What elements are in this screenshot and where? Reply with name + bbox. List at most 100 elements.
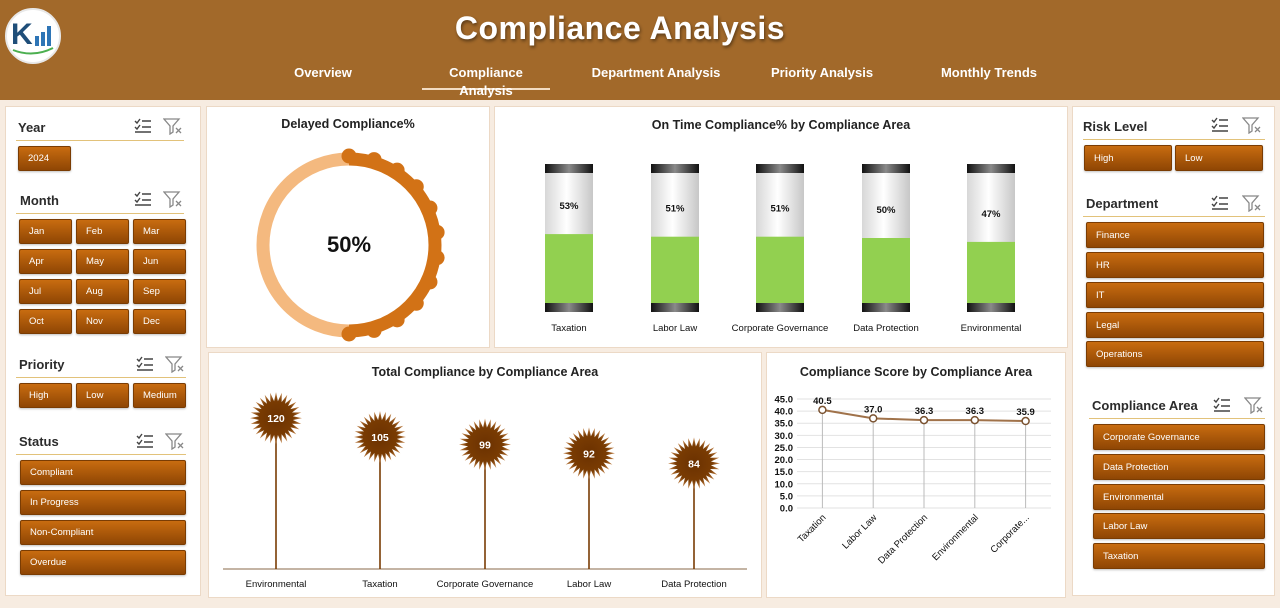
month-item-jun[interactable]: Jun <box>133 249 186 274</box>
priority-item-medium[interactable]: Medium <box>133 383 186 408</box>
clear-filter-icon[interactable] <box>163 117 183 135</box>
line-point <box>818 405 827 415</box>
on-time-category-label: Environmental <box>961 323 1022 334</box>
priority-divider <box>16 377 186 378</box>
on-time-data-label: 51% <box>665 204 685 215</box>
on-time-data-label: 53% <box>559 201 579 212</box>
department-item-operations[interactable]: Operations <box>1086 341 1264 367</box>
month-item-jan[interactable]: Jan <box>19 219 72 244</box>
line-data-label: 35.9 <box>1016 407 1035 418</box>
lollipop-category-label: Taxation <box>362 579 397 590</box>
month-item-may[interactable]: May <box>76 249 129 274</box>
status-item-compliant[interactable]: Compliant <box>20 460 186 485</box>
line-point <box>868 414 878 423</box>
on-time-bar-chart: 53% Taxation 51% Labor Law 51% Corporate Gove… <box>545 164 1022 334</box>
status-item-non-compliant[interactable]: Non-Compliant <box>20 520 186 545</box>
lollipop-value-label: 99 <box>479 440 491 452</box>
line-y-tick-label: 35.0 <box>775 419 794 430</box>
compliance-score-card: Compliance Score by Compliance Area 45.0… <box>766 352 1066 598</box>
tab-department-analysis[interactable]: Department Analysis <box>591 65 721 80</box>
lollipop-category-label: Data Protection <box>661 579 726 590</box>
multi-select-list-icon[interactable] <box>135 355 155 373</box>
month-item-sep[interactable]: Sep <box>133 279 186 304</box>
status-item-in-progress[interactable]: In Progress <box>20 490 186 515</box>
line-data-label: 36.3 <box>915 406 934 417</box>
tab-overview[interactable]: Overview <box>294 65 352 80</box>
on-time-data-label: 47% <box>981 209 1001 220</box>
month-item-feb[interactable]: Feb <box>76 219 129 244</box>
line-category-label: Environmental <box>930 512 981 563</box>
clear-filter-icon[interactable] <box>1244 396 1264 414</box>
month-item-apr[interactable]: Apr <box>19 249 72 274</box>
compliance-area-item-taxation[interactable]: Taxation <box>1093 543 1265 569</box>
line-category-label: Taxation <box>796 512 829 545</box>
line-category-label: Labor Law <box>840 512 879 551</box>
lollipop-head <box>354 411 406 463</box>
multi-select-list-icon[interactable] <box>133 190 153 208</box>
tube-cap-bottom <box>862 303 910 312</box>
multi-select-list-icon[interactable] <box>135 432 155 450</box>
clear-filter-icon[interactable] <box>1242 194 1262 212</box>
multi-select-list-icon[interactable] <box>1210 116 1230 134</box>
compliance-area-item-corporate-governance[interactable]: Corporate Governance <box>1093 424 1265 450</box>
on-time-category-label: Labor Law <box>653 323 698 334</box>
risk-level-item-high[interactable]: High <box>1084 145 1172 171</box>
multi-select-list-icon[interactable] <box>133 117 153 135</box>
clear-filter-icon[interactable] <box>1242 116 1262 134</box>
month-item-dec[interactable]: Dec <box>133 309 186 334</box>
clear-filter-icon[interactable] <box>165 355 185 373</box>
clear-filter-icon[interactable] <box>163 190 183 208</box>
multi-select-list-icon[interactable] <box>1210 194 1230 212</box>
tube-cap-bottom <box>651 303 699 312</box>
line-category-label: Corporate... <box>988 512 1031 555</box>
on-time-category-label: Taxation <box>551 323 586 334</box>
department-item-it[interactable]: IT <box>1086 282 1264 308</box>
line-category-label: Data Protection <box>876 512 930 566</box>
priority-item-low[interactable]: Low <box>76 383 129 408</box>
donut-knob <box>389 312 405 328</box>
status-item-overdue[interactable]: Overdue <box>20 550 186 575</box>
tab-compliance-analysis[interactable]: Compliance Analysis <box>422 64 550 98</box>
donut-knob <box>422 274 438 290</box>
month-item-oct[interactable]: Oct <box>19 309 72 334</box>
total-compliance-chart: 120 Environmental 105 Taxation 99 Corporate G… <box>223 392 747 590</box>
line-data-label: 36.3 <box>966 406 985 417</box>
compliance-area-item-data-protection[interactable]: Data Protection <box>1093 454 1265 480</box>
month-item-jul[interactable]: Jul <box>19 279 72 304</box>
donut-center-value: 50% <box>327 232 371 257</box>
year-item-2024[interactable]: 2024 <box>18 146 71 171</box>
status-slicer-title: Status <box>19 434 59 449</box>
line-point <box>1021 416 1030 426</box>
status-divider <box>16 454 186 455</box>
multi-select-list-icon[interactable] <box>1212 396 1232 414</box>
priority-item-high[interactable]: High <box>19 383 72 408</box>
department-item-legal[interactable]: Legal <box>1086 312 1264 338</box>
compliance-area-item-environmental[interactable]: Environmental <box>1093 484 1265 510</box>
lollipop-value-label: 105 <box>371 432 389 444</box>
line-y-tick-label: 25.0 <box>775 443 794 454</box>
on-time-bar <box>545 234 593 303</box>
lollipop-head <box>563 427 615 480</box>
month-item-mar[interactable]: Mar <box>133 219 186 244</box>
line-point <box>970 415 980 425</box>
month-item-aug[interactable]: Aug <box>76 279 129 304</box>
on-time-bar <box>862 238 910 303</box>
risk-level-item-low[interactable]: Low <box>1175 145 1263 171</box>
tube-cap-top <box>651 164 699 173</box>
tab-priority-analysis[interactable]: Priority Analysis <box>770 65 874 80</box>
tab-monthly-trends[interactable]: Monthly Trends <box>940 65 1038 80</box>
on-time-compliance-card: On Time Compliance% by Compliance Area 5… <box>494 106 1068 348</box>
compliance-area-item-labor-law[interactable]: Labor Law <box>1093 513 1265 539</box>
department-slicer-title: Department <box>1086 196 1159 211</box>
priority-slicer-title: Priority <box>19 357 65 372</box>
clear-filter-icon[interactable] <box>165 432 185 450</box>
department-item-hr[interactable]: HR <box>1086 252 1264 278</box>
line-y-tick-label: 20.0 <box>775 455 794 466</box>
donut-knob <box>429 224 445 240</box>
month-item-nov[interactable]: Nov <box>76 309 129 334</box>
risk-level-divider <box>1083 139 1265 140</box>
lollipop-head <box>250 392 302 445</box>
line-y-tick-label: 0.0 <box>780 504 793 515</box>
on-time-chart-title: On Time Compliance% by Compliance Area <box>651 118 911 132</box>
department-item-finance[interactable]: Finance <box>1086 222 1264 248</box>
